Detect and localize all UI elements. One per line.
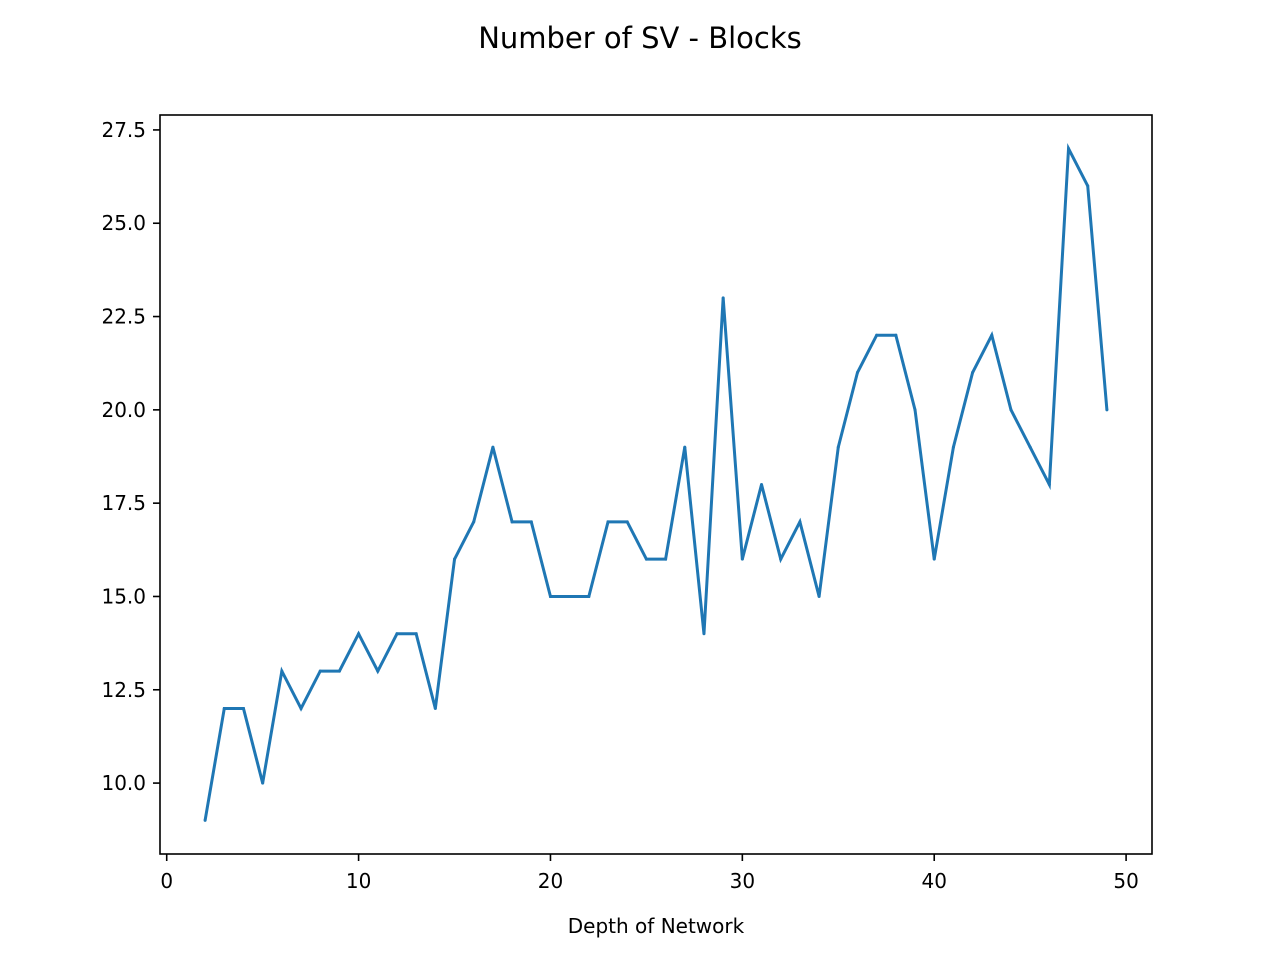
y-tick-label: 25.0: [101, 211, 146, 235]
x-tick-label: 50: [1113, 869, 1138, 893]
data-point: [702, 632, 706, 636]
data-point: [855, 371, 859, 375]
data-point: [357, 632, 361, 636]
data-point: [203, 818, 207, 822]
data-point: [760, 483, 764, 486]
data-point: [337, 669, 341, 673]
data-point: [951, 445, 955, 449]
x-tick-label: 40: [921, 869, 946, 893]
data-point: [875, 333, 879, 337]
x-tick-label: 0: [160, 869, 173, 893]
x-tick-label: 30: [730, 869, 755, 893]
plot-area: [203, 143, 1109, 822]
x-tick-label: 10: [346, 869, 371, 893]
y-tick-label: 22.5: [101, 305, 146, 329]
data-point: [932, 557, 936, 561]
data-point: [491, 445, 495, 449]
plot-frame: [159, 114, 1153, 855]
data-point: [280, 669, 284, 673]
data-point: [261, 781, 265, 785]
data-point: [1047, 483, 1051, 486]
data-point: [318, 669, 322, 673]
data-point: [990, 333, 994, 337]
data-point: [395, 632, 399, 636]
data-point: [587, 594, 591, 598]
x-tick-label: 20: [538, 869, 563, 893]
chart-title: Number of SV - Blocks: [478, 21, 802, 55]
data-point: [241, 706, 245, 710]
data-point: [817, 594, 821, 598]
data-point: [798, 520, 802, 524]
y-tick-label: 15.0: [101, 584, 146, 608]
data-point: [299, 706, 303, 710]
data-point: [568, 594, 572, 598]
data-point: [222, 706, 226, 710]
y-axis: 10.0 12.5 15.0 17.5 20.0 22.5 25.0 27.5: [101, 118, 160, 795]
data-point: [376, 669, 380, 673]
y-tick-label: 17.5: [101, 491, 146, 515]
data-point: [683, 445, 687, 449]
data-point: [433, 706, 437, 710]
data-point: [1028, 445, 1032, 449]
data-point: [971, 371, 975, 375]
data-point: [625, 520, 629, 524]
x-axis-label: Depth of Network: [568, 914, 745, 938]
data-point: [644, 557, 648, 561]
data-point: [1009, 408, 1013, 412]
y-tick-label: 10.0: [101, 771, 146, 795]
data-point: [548, 594, 552, 598]
data-point: [414, 632, 418, 636]
data-point: [779, 557, 783, 561]
data-point: [510, 520, 514, 524]
data-point: [472, 520, 476, 524]
data-point: [606, 520, 610, 524]
data-point: [453, 557, 457, 561]
y-tick-label: 27.5: [101, 118, 146, 142]
data-point: [894, 333, 898, 337]
series-line: [203, 143, 1109, 821]
data-point: [1086, 184, 1090, 188]
y-tick-label: 20.0: [101, 398, 146, 422]
data-point: [721, 296, 725, 300]
y-tick-label: 12.5: [101, 678, 146, 702]
data-point: [529, 520, 533, 524]
data-point: [1105, 408, 1109, 412]
x-axis: 0 10 20 30 40 50: [160, 854, 1139, 893]
data-point: [913, 408, 917, 412]
data-point: [664, 557, 668, 561]
data-point: [1067, 147, 1071, 151]
data-point: [740, 557, 744, 561]
data-point: [836, 445, 840, 449]
